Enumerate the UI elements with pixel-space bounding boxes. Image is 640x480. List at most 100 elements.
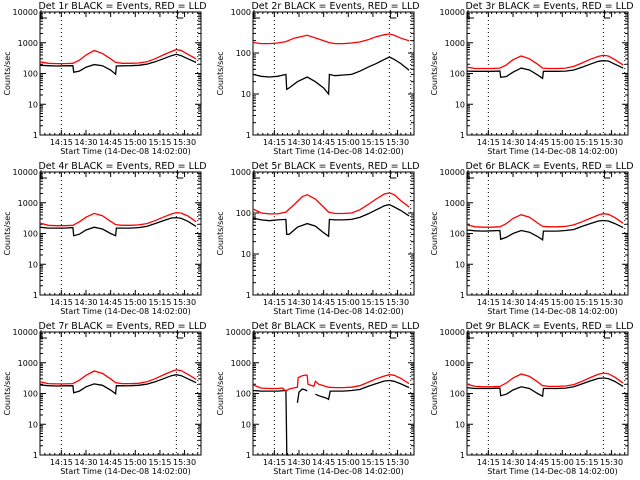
y-tick-label: 1000 [445,199,465,208]
y-axis-label: Counts/sec [3,371,12,415]
y-tick-label: 10 [28,260,38,269]
panel-5: Det 5r BLACK = Events, RED = LLD 1 10 100 10… [216,161,420,316]
series-lld [39,369,197,385]
series-events [39,374,197,396]
y-tick-label: 10000 [440,328,465,337]
x-tick-label: 14:30 [74,458,97,467]
x-tick-label: 14:30 [287,298,310,307]
x-tick-label: 15:00 [551,138,574,147]
y-tick-label: 100 [236,209,251,218]
x-axis-label: Start Time (14-Dec-08 14:02:00) [487,467,618,476]
panel-8: Det 8r BLACK = Events, RED = LLD 1 10 100 10… [216,321,420,476]
y-tick-label: 10000 [13,168,38,177]
y-tick-label: 1 [460,451,465,460]
series-lld [252,192,410,215]
x-axis-label: Start Time (14-Dec-08 14:02:00) [487,307,618,316]
x-tick-label: 15:30 [600,138,623,147]
y-tick-label: 100 [23,390,38,399]
x-tick-label: 14:30 [74,298,97,307]
x-tick-label: 14:45 [312,298,335,307]
x-tick-label: 15:30 [386,298,409,307]
y-tick-label: 10000 [226,328,251,337]
x-tick-label: 14:15 [263,138,286,147]
interval-mark [40,330,47,339]
y-tick-label: 1000 [445,39,465,48]
panel-9: Det 9r BLACK = Events, RED = LLD 1 10 100 10… [430,321,634,476]
x-tick-label: 15:15 [361,138,384,147]
plot-title: Det 3r BLACK = Events, RED = LLD [465,1,633,12]
panel-4: Det 4r BLACK = Events, RED = LLD 1 10 100 10… [3,161,207,316]
x-tick-label: 14:15 [477,138,500,147]
x-tick-label: 15:15 [148,298,171,307]
panel-6: Det 6r BLACK = Events, RED = LLD 1 10 100 10… [430,161,634,316]
panel-2: Det 2r BLACK = Events, RED = LLD 1 10 100 10… [216,1,420,156]
x-tick-label: 15:30 [600,458,623,467]
x-tick-label: 14:30 [287,138,310,147]
plot-title: Det 6r BLACK = Events, RED = LLD [465,161,633,172]
y-tick-label: 10 [241,420,251,429]
x-tick-label: 14:15 [263,458,286,467]
x-tick-label: 14:15 [50,298,73,307]
x-tick-label: 14:15 [477,458,500,467]
y-tick-label: 100 [450,390,465,399]
interval-mark [603,10,611,19]
series-events [39,216,197,237]
interval-mark [40,10,47,19]
y-tick-label: 1 [460,131,465,140]
y-tick-label: 1 [246,451,251,460]
x-tick-label: 14:45 [312,138,335,147]
x-tick-label: 15:15 [148,458,171,467]
series-events [252,56,410,96]
y-tick-label: 10000 [13,328,38,337]
plot-title: Det 1r BLACK = Events, RED = LLD [38,1,206,12]
x-tick-label: 15:15 [575,458,598,467]
y-tick-label: 10 [455,420,465,429]
x-tick-label: 15:30 [173,298,196,307]
y-tick-label: 1 [33,291,38,300]
y-tick-label: 10 [28,100,38,109]
series-events [252,389,290,456]
x-tick-label: 14:45 [99,458,122,467]
x-tick-label: 14:45 [99,298,122,307]
x-tick-label: 15:15 [575,138,598,147]
x-tick-label: 15:15 [361,298,384,307]
x-tick-label: 15:30 [173,458,196,467]
panel-7: Det 7r BLACK = Events, RED = LLD 1 10 100 10… [3,321,207,476]
plot-title: Det 5r BLACK = Events, RED = LLD [251,161,419,172]
interval-mark [40,170,47,179]
y-tick-label: 10000 [440,168,465,177]
plot-frame [252,11,415,136]
plot-frame [252,171,415,296]
x-tick-label: 15:15 [575,298,598,307]
series-lld [466,54,624,70]
y-tick-label: 1 [246,291,251,300]
series-lld [466,213,624,228]
y-axis-label: Counts/sec [3,211,12,255]
series-events [466,377,624,398]
x-tick-label: 14:15 [263,298,286,307]
x-tick-label: 14:15 [50,138,73,147]
x-tick-label: 14:15 [50,458,73,467]
x-tick-label: 15:00 [124,458,147,467]
y-tick-label: 1000 [231,359,251,368]
interval-mark [603,330,611,339]
y-tick-label: 100 [23,230,38,239]
plot-title: Det 8r BLACK = Events, RED = LLD [251,321,419,332]
x-tick-label: 15:30 [600,298,623,307]
y-tick-label: 1 [33,131,38,140]
y-axis-label: Counts/sec [216,371,225,415]
y-tick-label: 1000 [18,199,38,208]
x-axis-label: Start Time (14-Dec-08 14:02:00) [60,307,191,316]
x-tick-label: 15:00 [551,458,574,467]
x-axis-label: Start Time (14-Dec-08 14:02:00) [273,307,404,316]
x-tick-label: 14:45 [99,138,122,147]
x-tick-label: 15:00 [337,298,360,307]
y-tick-label: 10 [28,420,38,429]
x-axis-label: Start Time (14-Dec-08 14:02:00) [60,147,191,156]
y-tick-label: 10 [455,100,465,109]
x-tick-label: 15:00 [337,138,360,147]
y-axis-label: Counts/sec [430,211,439,255]
series-events [39,53,197,76]
